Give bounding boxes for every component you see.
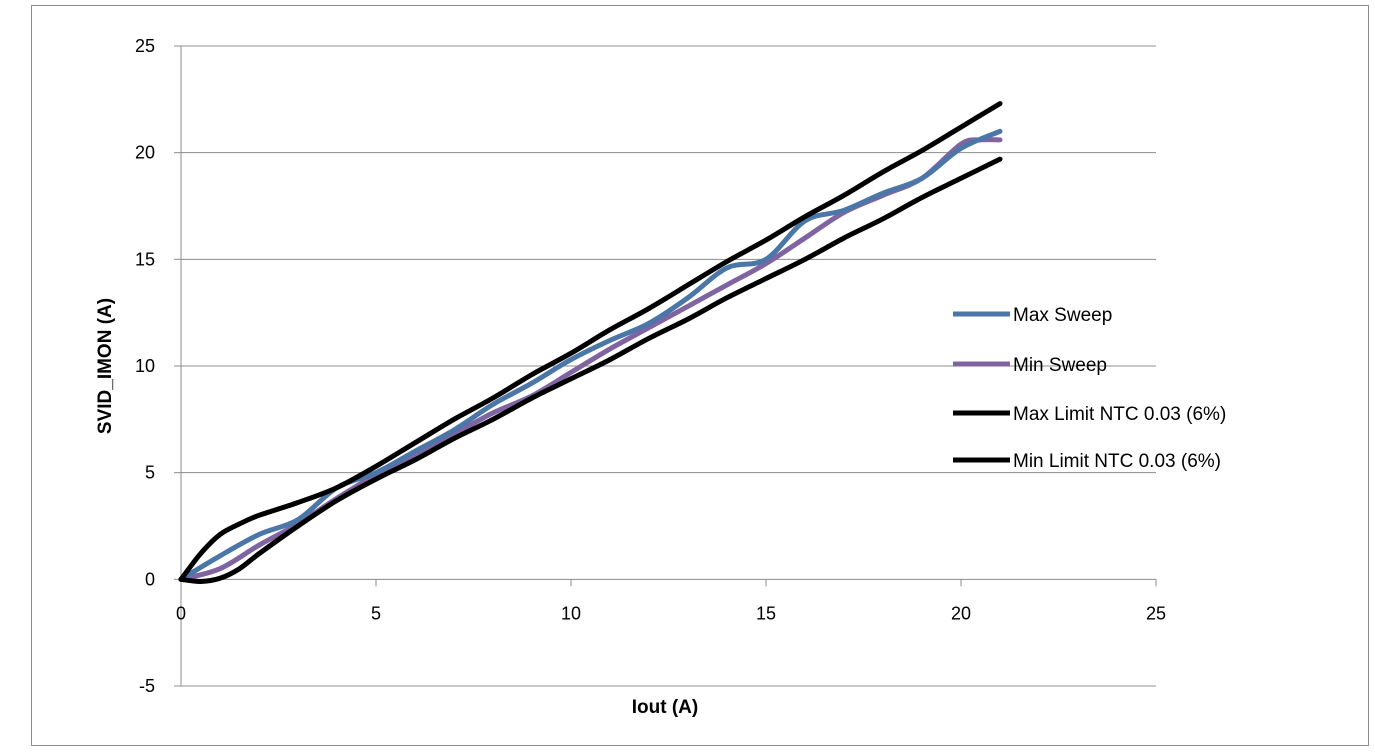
x-tick-label-0: 0 [176,603,186,623]
legend-label-3: Min Limit NTC 0.03 (6%) [1013,451,1221,472]
x-tick-label-2: 10 [561,603,581,623]
series-line-3 [178,156,1003,585]
chart-frame [31,5,1369,746]
legend-label-0: Max Sweep [1013,305,1112,326]
gridlines [181,45,1156,687]
x-tick-label-1: 5 [371,603,381,623]
legend-label-1: Min Sweep [1013,355,1107,376]
y-tick-label-1: 0 [145,569,155,589]
y-tick-label-6: 25 [135,36,155,56]
series-layer [178,101,1003,585]
legend-label-2: Max Limit NTC 0.03 (6%) [1013,404,1226,425]
y-tick-label-2: 5 [145,463,155,483]
y-tick-label-3: 10 [135,356,155,376]
x-tick-label-3: 15 [756,603,776,623]
tick-labels: -5 0 5 10 15 20 25 0 5 10 15 20 25 [135,36,1166,696]
x-tick-label-4: 20 [951,603,971,623]
y-axis-title: SVID_IMON (A) [95,298,116,434]
legend: Max Sweep Min Sweep Max Limit NTC 0.03 (6%… [953,305,1226,472]
y-tick-label-0: -5 [139,676,155,696]
x-axis-title: Iout (A) [632,697,698,718]
series-line-2 [178,101,1003,582]
y-tick-label-5: 20 [135,143,155,163]
series-line-0 [178,128,1003,582]
x-tick-label-5: 25 [1146,603,1166,623]
y-tick-label-4: 15 [135,249,155,269]
